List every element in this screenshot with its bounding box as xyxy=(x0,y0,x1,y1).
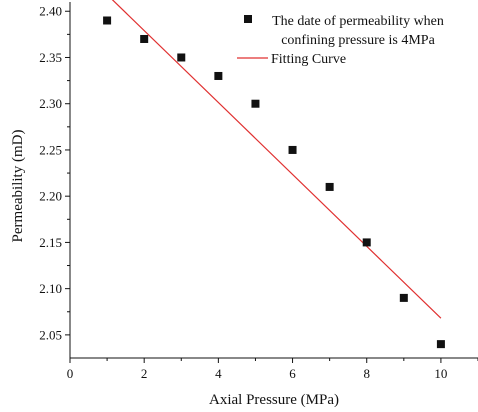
legend-label-data-line2: confining pressure is 4MPa xyxy=(281,33,435,48)
y-tick-label: 2.35 xyxy=(39,50,62,65)
data-points-series xyxy=(103,16,445,349)
x-axis-ticks: 0 2 4 6 8 10 xyxy=(67,358,478,381)
y-tick-label: 2.25 xyxy=(39,142,62,157)
legend-label-data-line1: The date of permeability when xyxy=(272,14,444,29)
fitting-curve-series xyxy=(111,0,442,319)
x-axis-title: Axial Pressure (MPa) xyxy=(209,392,339,408)
y-tick-label: 2.05 xyxy=(39,327,62,342)
data-point xyxy=(288,145,297,154)
legend: The date of permeability when confining … xyxy=(222,4,474,67)
data-point xyxy=(436,340,445,349)
data-point xyxy=(325,182,334,191)
y-tick-label: 2.30 xyxy=(39,96,62,111)
x-tick-label: 6 xyxy=(289,366,296,381)
y-tick-label: 2.40 xyxy=(39,4,62,19)
plot-frame xyxy=(69,2,478,359)
legend-backdrop-right xyxy=(291,28,474,64)
data-point xyxy=(251,99,260,108)
x-tick-label: 2 xyxy=(141,366,148,381)
data-point xyxy=(103,16,112,25)
data-point xyxy=(362,238,371,247)
x-tick-label: 4 xyxy=(215,366,222,381)
legend-backdrop xyxy=(222,4,474,28)
legend-label-fitting: Fitting Curve xyxy=(271,52,346,67)
data-point xyxy=(140,34,149,43)
data-point xyxy=(399,293,408,302)
legend-marker-square xyxy=(244,15,252,23)
y-axis-ticks: 2.05 2.10 2.15 2.20 2.25 2.30 2.35 2.40 xyxy=(39,4,70,342)
y-tick-label: 2.20 xyxy=(39,189,62,204)
fitting-curve-line xyxy=(111,0,442,319)
data-point xyxy=(214,71,223,80)
x-tick-label: 8 xyxy=(363,366,370,381)
y-tick-label: 2.10 xyxy=(39,281,62,296)
y-axis-title: Permeability (mD) xyxy=(10,130,26,243)
y-tick-label: 2.15 xyxy=(39,235,62,250)
data-point xyxy=(177,53,186,62)
x-tick-label: 10 xyxy=(434,366,447,381)
x-tick-label: 0 xyxy=(67,366,74,381)
